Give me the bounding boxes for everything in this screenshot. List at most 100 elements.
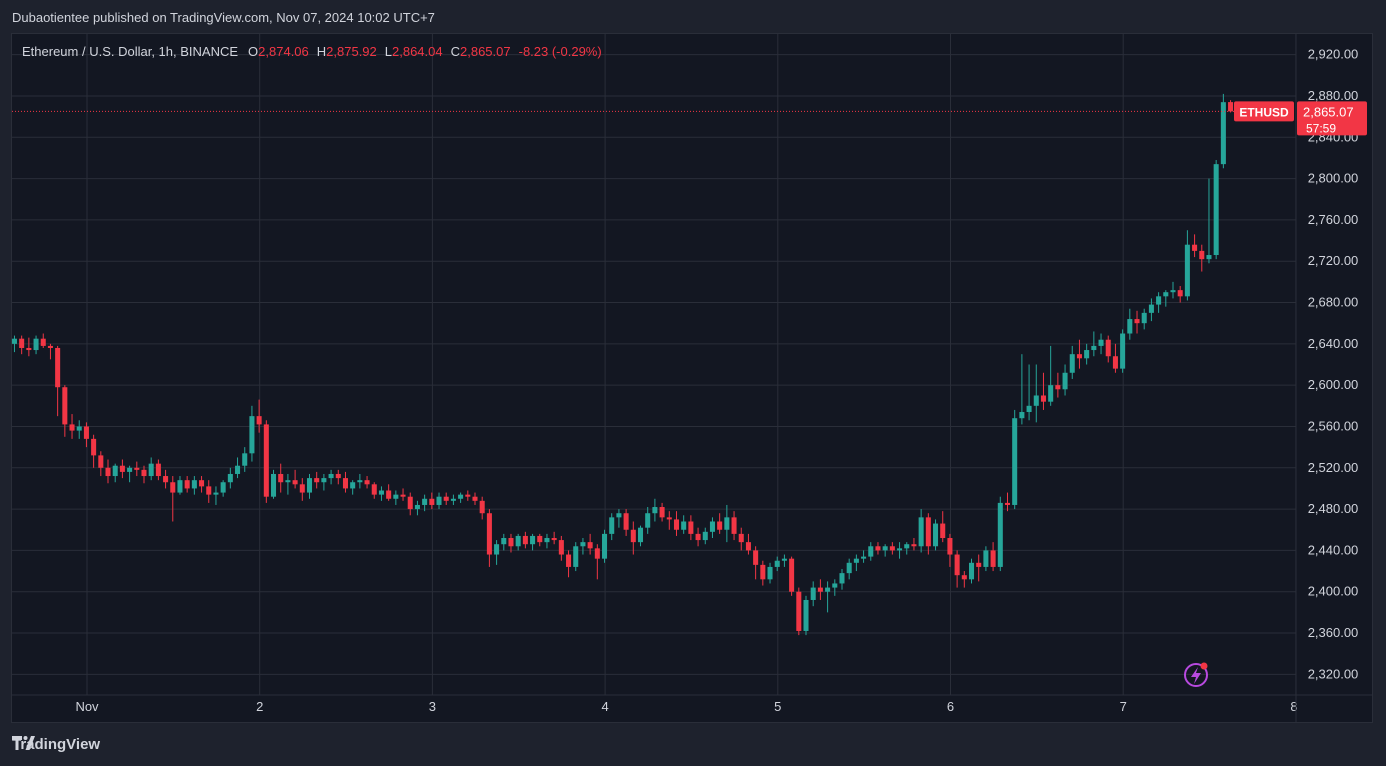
candle-body xyxy=(450,498,456,501)
x-tick-label: Nov xyxy=(75,699,99,714)
candle-body xyxy=(163,476,169,483)
candle-body xyxy=(127,467,133,472)
candle-body xyxy=(170,482,176,493)
candle-body xyxy=(364,480,370,485)
y-tick-label: 2,800.00 xyxy=(1308,171,1359,186)
candle-body xyxy=(954,554,960,576)
candle-body xyxy=(1012,418,1018,505)
y-tick-label: 2,360.00 xyxy=(1308,625,1359,640)
x-tick-label: 3 xyxy=(429,699,436,714)
candle-body xyxy=(436,496,442,505)
candle-body xyxy=(407,496,413,510)
candle-body xyxy=(134,467,140,470)
candle-body xyxy=(911,544,917,547)
y-tick-label: 2,760.00 xyxy=(1308,212,1359,227)
candle-body xyxy=(709,521,715,532)
candle-body xyxy=(1206,255,1212,260)
candle-body xyxy=(1228,102,1234,112)
candle-body xyxy=(566,554,572,567)
candle-body xyxy=(263,424,269,497)
candle-body xyxy=(947,538,953,555)
candle-body xyxy=(832,583,838,588)
candle-body xyxy=(659,507,665,518)
candle-body xyxy=(594,548,600,559)
candle-body xyxy=(105,467,111,477)
candle-body xyxy=(846,562,852,574)
close-label: C xyxy=(450,44,460,59)
y-tick-label: 2,880.00 xyxy=(1308,88,1359,103)
candle-body xyxy=(1069,354,1075,373)
candle-body xyxy=(753,550,759,565)
candle-body xyxy=(573,546,579,567)
candle-body xyxy=(55,347,61,388)
open-value: 2,874.06 xyxy=(258,44,309,59)
candle-body xyxy=(314,478,320,483)
close-value: 2,865.07 xyxy=(460,44,511,59)
candle-body xyxy=(688,521,694,534)
candle-body xyxy=(781,558,787,561)
candle-body xyxy=(925,517,931,547)
candle-body xyxy=(429,498,435,505)
candle-body xyxy=(1076,354,1082,359)
candle-body xyxy=(40,338,46,346)
candle-body xyxy=(335,473,341,479)
candle-body xyxy=(148,463,154,477)
candle-body xyxy=(530,535,536,545)
candle-body xyxy=(47,345,53,348)
candle-body xyxy=(961,575,967,580)
high-label: H xyxy=(316,44,327,59)
candle-body xyxy=(62,387,68,425)
candle-body xyxy=(1184,244,1190,297)
candle-body xyxy=(1105,339,1111,357)
candle-body xyxy=(666,517,672,520)
candle-body xyxy=(853,558,859,563)
candle-body xyxy=(184,480,190,489)
candle-body xyxy=(26,347,32,351)
candle-body xyxy=(983,550,989,567)
x-tick-label: 2 xyxy=(256,699,263,714)
candle-body xyxy=(472,496,478,501)
candle-body xyxy=(681,521,687,530)
y-tick-label: 2,400.00 xyxy=(1308,584,1359,599)
chart-panel[interactable] xyxy=(11,33,1373,723)
candle-body xyxy=(256,416,262,425)
candle-body xyxy=(774,560,780,567)
candle-body xyxy=(544,538,550,543)
candle-body xyxy=(1170,290,1176,293)
candle-body xyxy=(602,533,608,559)
ticker-tag xyxy=(1234,101,1294,122)
candle-body xyxy=(76,426,82,431)
candle-body xyxy=(1098,339,1104,346)
candle-body xyxy=(235,465,241,474)
candle-body xyxy=(522,535,528,545)
candle-body xyxy=(990,550,996,567)
lightning-icon[interactable] xyxy=(1184,662,1208,687)
candle-body xyxy=(69,424,75,431)
candle-body xyxy=(270,473,277,497)
y-tick-label: 2,440.00 xyxy=(1308,542,1359,557)
candle-body xyxy=(242,453,248,466)
candle-body xyxy=(1192,244,1198,251)
candle-body xyxy=(760,564,766,580)
symbol-label[interactable]: Ethereum / U.S. Dollar, 1h, BINANCE xyxy=(22,44,239,59)
candle-body xyxy=(1004,502,1011,505)
candle-body xyxy=(1141,312,1147,324)
candle-body xyxy=(1112,356,1118,369)
candle-body xyxy=(249,416,255,454)
candle-body xyxy=(83,426,89,439)
candle-body xyxy=(1033,395,1039,406)
candle-body xyxy=(918,517,924,547)
publisher-header: Dubaotientee published on TradingView.co… xyxy=(12,10,435,25)
x-tick-label: 6 xyxy=(947,699,954,714)
candle-body xyxy=(357,480,363,483)
candle-body xyxy=(623,513,629,530)
candle-body xyxy=(220,482,226,493)
brand-name: TradingView xyxy=(12,736,101,753)
candle-body xyxy=(141,469,147,477)
tradingview-brand[interactable]: TradingView xyxy=(12,736,100,753)
candle-body xyxy=(897,548,903,551)
candle-body xyxy=(803,599,809,631)
candle-body xyxy=(717,521,723,530)
candle-body xyxy=(1199,250,1205,260)
